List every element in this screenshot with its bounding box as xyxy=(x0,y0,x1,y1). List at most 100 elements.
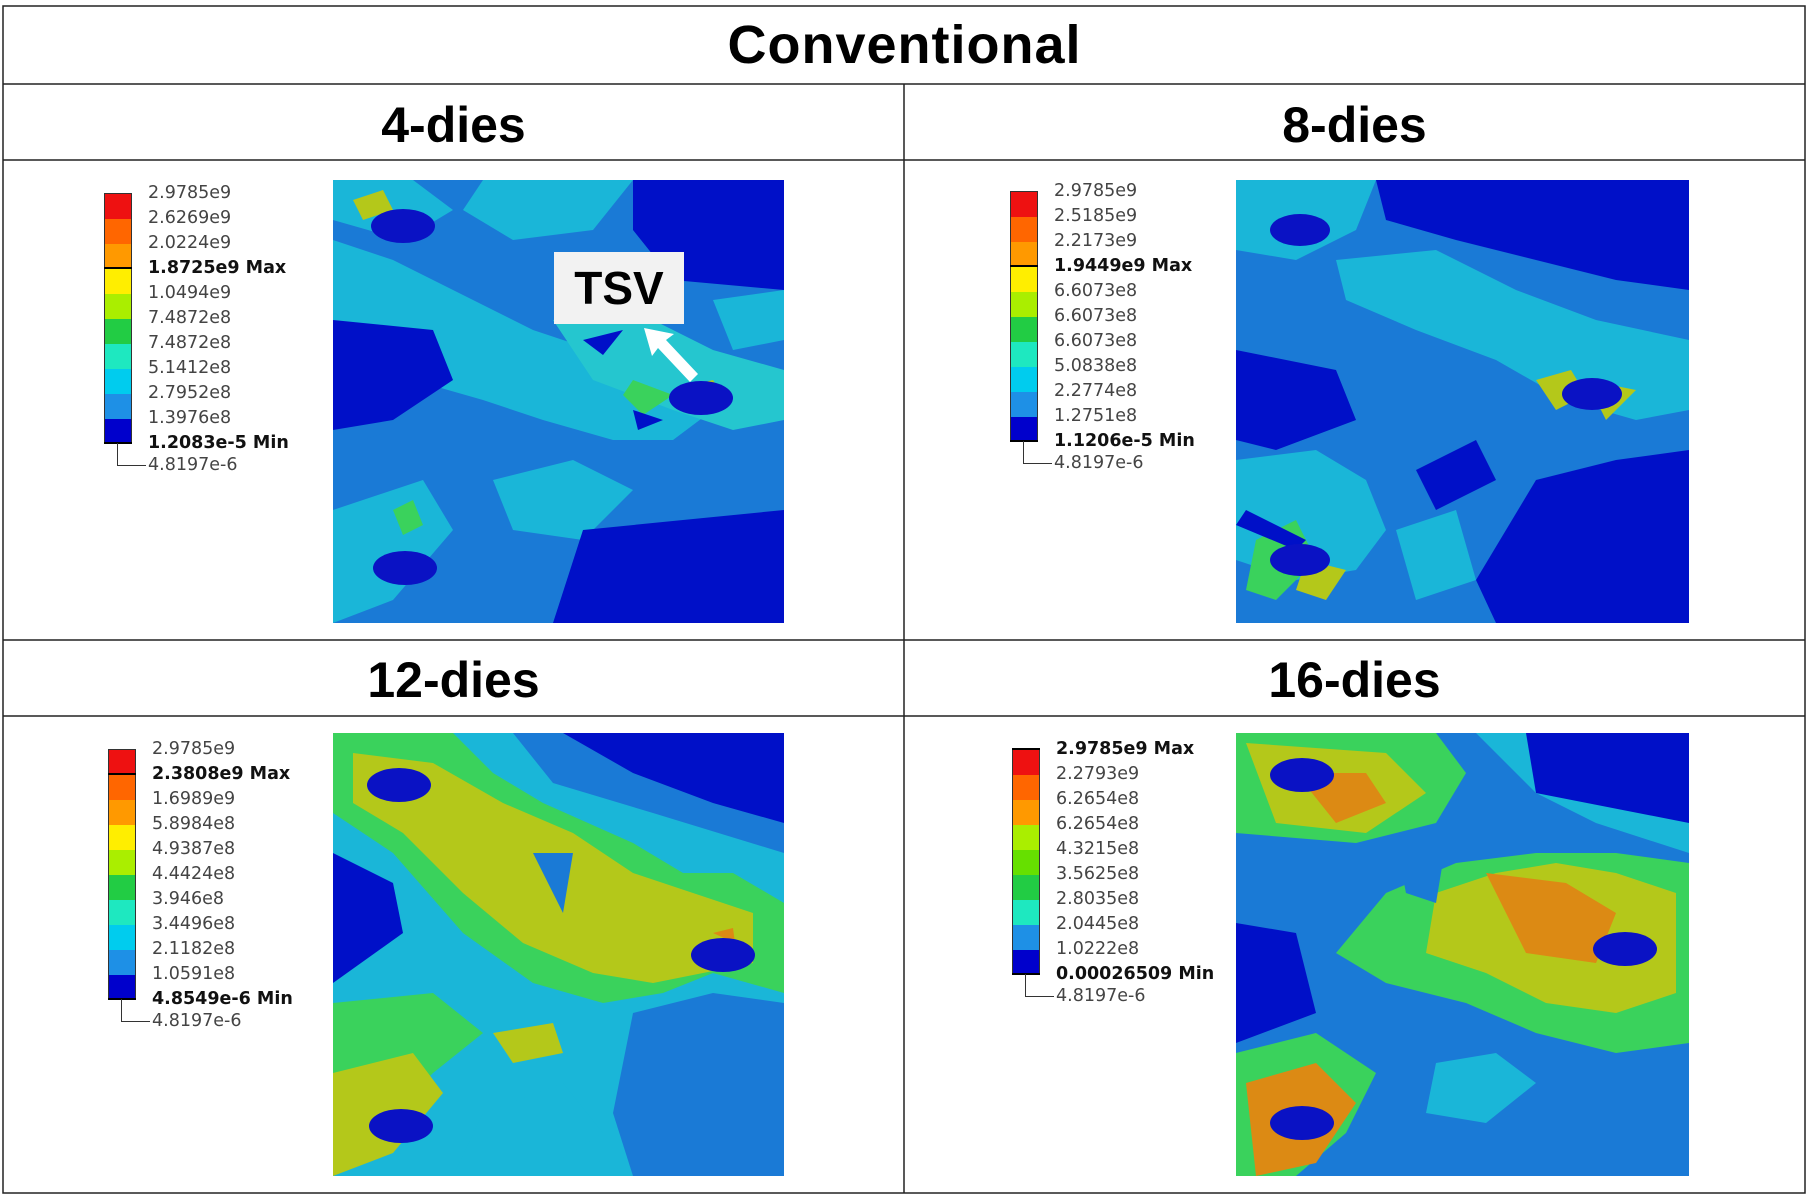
legend-value-label: 2.2173e9 xyxy=(1054,231,1138,251)
legend-color-band xyxy=(109,750,135,775)
legend-value-label: 4.8549e-6 Min xyxy=(152,989,293,1009)
legend-color-band xyxy=(105,244,131,269)
legend-color-band xyxy=(105,419,131,444)
legend-color-band xyxy=(105,294,131,319)
legend-color-bar xyxy=(1012,749,1040,975)
legend-value-label: 1.0222e8 xyxy=(1056,939,1140,959)
legend-value-label: 5.0838e8 xyxy=(1054,356,1138,376)
legend-value-label: 2.9785e9 Max xyxy=(1056,739,1195,759)
legend-value-label: 2.8035e8 xyxy=(1056,889,1140,909)
legend-value-label: 1.0591e8 xyxy=(152,964,236,984)
legend-color-band xyxy=(1011,292,1037,317)
legend-color-band xyxy=(109,875,135,900)
legend-marker-line xyxy=(1012,748,1040,750)
legend-value-label: 2.9785e9 xyxy=(152,739,236,759)
legend-value-label: 2.9785e9 xyxy=(148,183,232,203)
legend-value-label: 4.8197e-6 xyxy=(1054,453,1144,473)
legend-color-band xyxy=(105,319,131,344)
legend-value-label: 3.5625e8 xyxy=(1056,864,1140,884)
legend-marker-line xyxy=(108,998,136,1000)
legend-value-label: 1.6989e9 xyxy=(152,789,236,809)
legend-color-band xyxy=(1011,242,1037,267)
legend-value-label: 2.2793e9 xyxy=(1056,764,1140,784)
legend-color-band xyxy=(1011,417,1037,442)
legend-value-label: 6.6073e8 xyxy=(1054,306,1138,326)
legend-value-label: 2.0445e8 xyxy=(1056,914,1140,934)
legend-marker-line xyxy=(1010,440,1038,442)
panel-title-4-dies: 4-dies xyxy=(381,97,526,153)
legend-color-band xyxy=(105,369,131,394)
legend-value-label: 4.9387e8 xyxy=(152,839,236,859)
figure-title: Conventional xyxy=(727,15,1082,75)
legend-value-label: 2.5185e9 xyxy=(1054,206,1138,226)
legend-marker-line xyxy=(1012,973,1040,975)
legend-marker-line xyxy=(1010,265,1038,267)
legend-color-band xyxy=(1013,925,1039,950)
legend-marker-line xyxy=(108,773,136,775)
legend-color-band xyxy=(105,219,131,244)
legend-color-band xyxy=(1013,750,1039,775)
legend-color-band xyxy=(109,800,135,825)
legend-value-label: 2.2774e8 xyxy=(1054,381,1138,401)
legend-marker-line xyxy=(104,267,132,269)
legend-color-band xyxy=(109,850,135,875)
legend-leader-line xyxy=(121,999,150,1022)
legend-value-label: 4.8197e-6 xyxy=(152,1011,242,1031)
legend-color-band xyxy=(1013,775,1039,800)
legend-value-label: 1.3976e8 xyxy=(148,408,232,428)
legend-color-bar xyxy=(1010,191,1038,442)
legend-color-band xyxy=(109,825,135,850)
legend-leader-line xyxy=(117,443,146,466)
legend-color-band xyxy=(105,194,131,219)
legend-color-band xyxy=(109,775,135,800)
legend-value-label: 4.3215e8 xyxy=(1056,839,1140,859)
legend-value-label: 1.0494e9 xyxy=(148,283,232,303)
legend-value-label: 6.2654e8 xyxy=(1056,814,1140,834)
panel-title-12-dies: 12-dies xyxy=(367,652,540,708)
legend-value-label: 6.2654e8 xyxy=(1056,789,1140,809)
legend-color-band xyxy=(1011,342,1037,367)
legend-value-label: 5.8984e8 xyxy=(152,814,236,834)
legend-color-band xyxy=(1013,875,1039,900)
legend-value-label: 4.4424e8 xyxy=(152,864,236,884)
legend-value-label: 5.1412e8 xyxy=(148,358,232,378)
legend-value-label: 4.8197e-6 xyxy=(148,455,238,475)
legend-color-band xyxy=(1011,267,1037,292)
legend-value-label: 7.4872e8 xyxy=(148,333,232,353)
stress-contour-16-dies xyxy=(1236,733,1689,1176)
tsv-callout-label: TSV xyxy=(554,252,684,324)
stress-contour-4-dies xyxy=(333,180,784,623)
legend-color-band xyxy=(1013,800,1039,825)
legend-color-band xyxy=(105,269,131,294)
legend-color-band xyxy=(1013,900,1039,925)
legend-value-label: 1.1206e-5 Min xyxy=(1054,431,1195,451)
legend-color-band xyxy=(1011,192,1037,217)
legend-color-band xyxy=(109,950,135,975)
legend-value-label: 2.3808e9 Max xyxy=(152,764,291,784)
legend-value-label: 3.946e8 xyxy=(152,889,224,909)
legend-value-label: 2.9785e9 xyxy=(1054,181,1138,201)
legend-marker-line xyxy=(104,442,132,444)
legend-color-band xyxy=(1013,950,1039,975)
legend-color-band xyxy=(1011,217,1037,242)
legend-color-bar xyxy=(108,749,136,1000)
legend-value-label: 3.4496e8 xyxy=(152,914,236,934)
legend-color-band xyxy=(105,394,131,419)
legend-leader-line xyxy=(1023,441,1052,464)
legend-value-label: 2.6269e9 xyxy=(148,208,232,228)
stress-contour-8-dies xyxy=(1236,180,1689,623)
stress-contour-12-dies xyxy=(333,733,784,1176)
legend-value-label: 1.8725e9 Max xyxy=(148,258,287,278)
legend-value-label: 7.4872e8 xyxy=(148,308,232,328)
panel-title-16-dies: 16-dies xyxy=(1268,652,1441,708)
legend-value-label: 4.8197e-6 xyxy=(1056,986,1146,1006)
legend-value-label: 2.1182e8 xyxy=(152,939,236,959)
legend-value-label: 0.00026509 Min xyxy=(1056,964,1215,984)
legend-color-bar xyxy=(104,193,132,444)
legend-leader-line xyxy=(1025,974,1054,997)
legend-value-label: 2.0224e9 xyxy=(148,233,232,253)
legend-value-label: 1.2083e-5 Min xyxy=(148,433,289,453)
panel-title-8-dies: 8-dies xyxy=(1282,97,1427,153)
legend-color-band xyxy=(109,900,135,925)
